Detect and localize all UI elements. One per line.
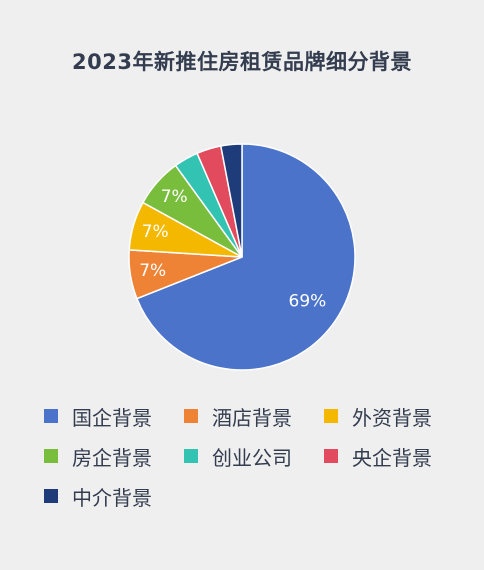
pie-data-label-2: 7% (142, 222, 169, 242)
legend-label: 中介背景 (72, 485, 152, 510)
legend-label: 房企背景 (72, 445, 152, 470)
legend-item[interactable]: 房企背景 (44, 436, 184, 476)
legend-swatch (44, 449, 58, 463)
pie-slice-6 (219, 143, 243, 258)
legend-label: 国企背景 (72, 405, 152, 430)
legend-swatch (324, 449, 338, 463)
legend-item[interactable]: 创业公司 (184, 436, 324, 476)
legend-swatch (184, 449, 198, 463)
legend-label: 外资背景 (352, 405, 432, 430)
legend-swatch (184, 409, 198, 423)
chart-legend: 国企背景 酒店背景 外资背景房企背景 创业公司 央企背景中介背景 (44, 396, 464, 516)
pie-data-label-3: 7% (161, 187, 188, 207)
legend-label: 央企背景 (352, 445, 432, 470)
pie-data-label-1: 7% (139, 261, 166, 281)
pie-data-label-0: 69% (289, 292, 327, 312)
legend-item[interactable]: 中介背景 (44, 476, 184, 516)
legend-item[interactable]: 酒店背景 (184, 396, 324, 436)
legend-swatch (324, 409, 338, 423)
legend-swatch (44, 489, 58, 503)
legend-item[interactable]: 央企背景 (324, 436, 464, 476)
legend-label: 创业公司 (212, 445, 292, 470)
pie-chart: 69% 7% 7% 7% (128, 143, 356, 371)
legend-item[interactable]: 国企背景 (44, 396, 184, 436)
legend-swatch (44, 409, 58, 423)
legend-item[interactable]: 外资背景 (324, 396, 464, 436)
pie-svg: 69% 7% 7% 7% (128, 143, 356, 371)
legend-label: 酒店背景 (212, 405, 292, 430)
chart-title: 2023年新推住房租赁品牌细分背景 (72, 50, 412, 74)
pie-slice-0 (135, 143, 356, 371)
